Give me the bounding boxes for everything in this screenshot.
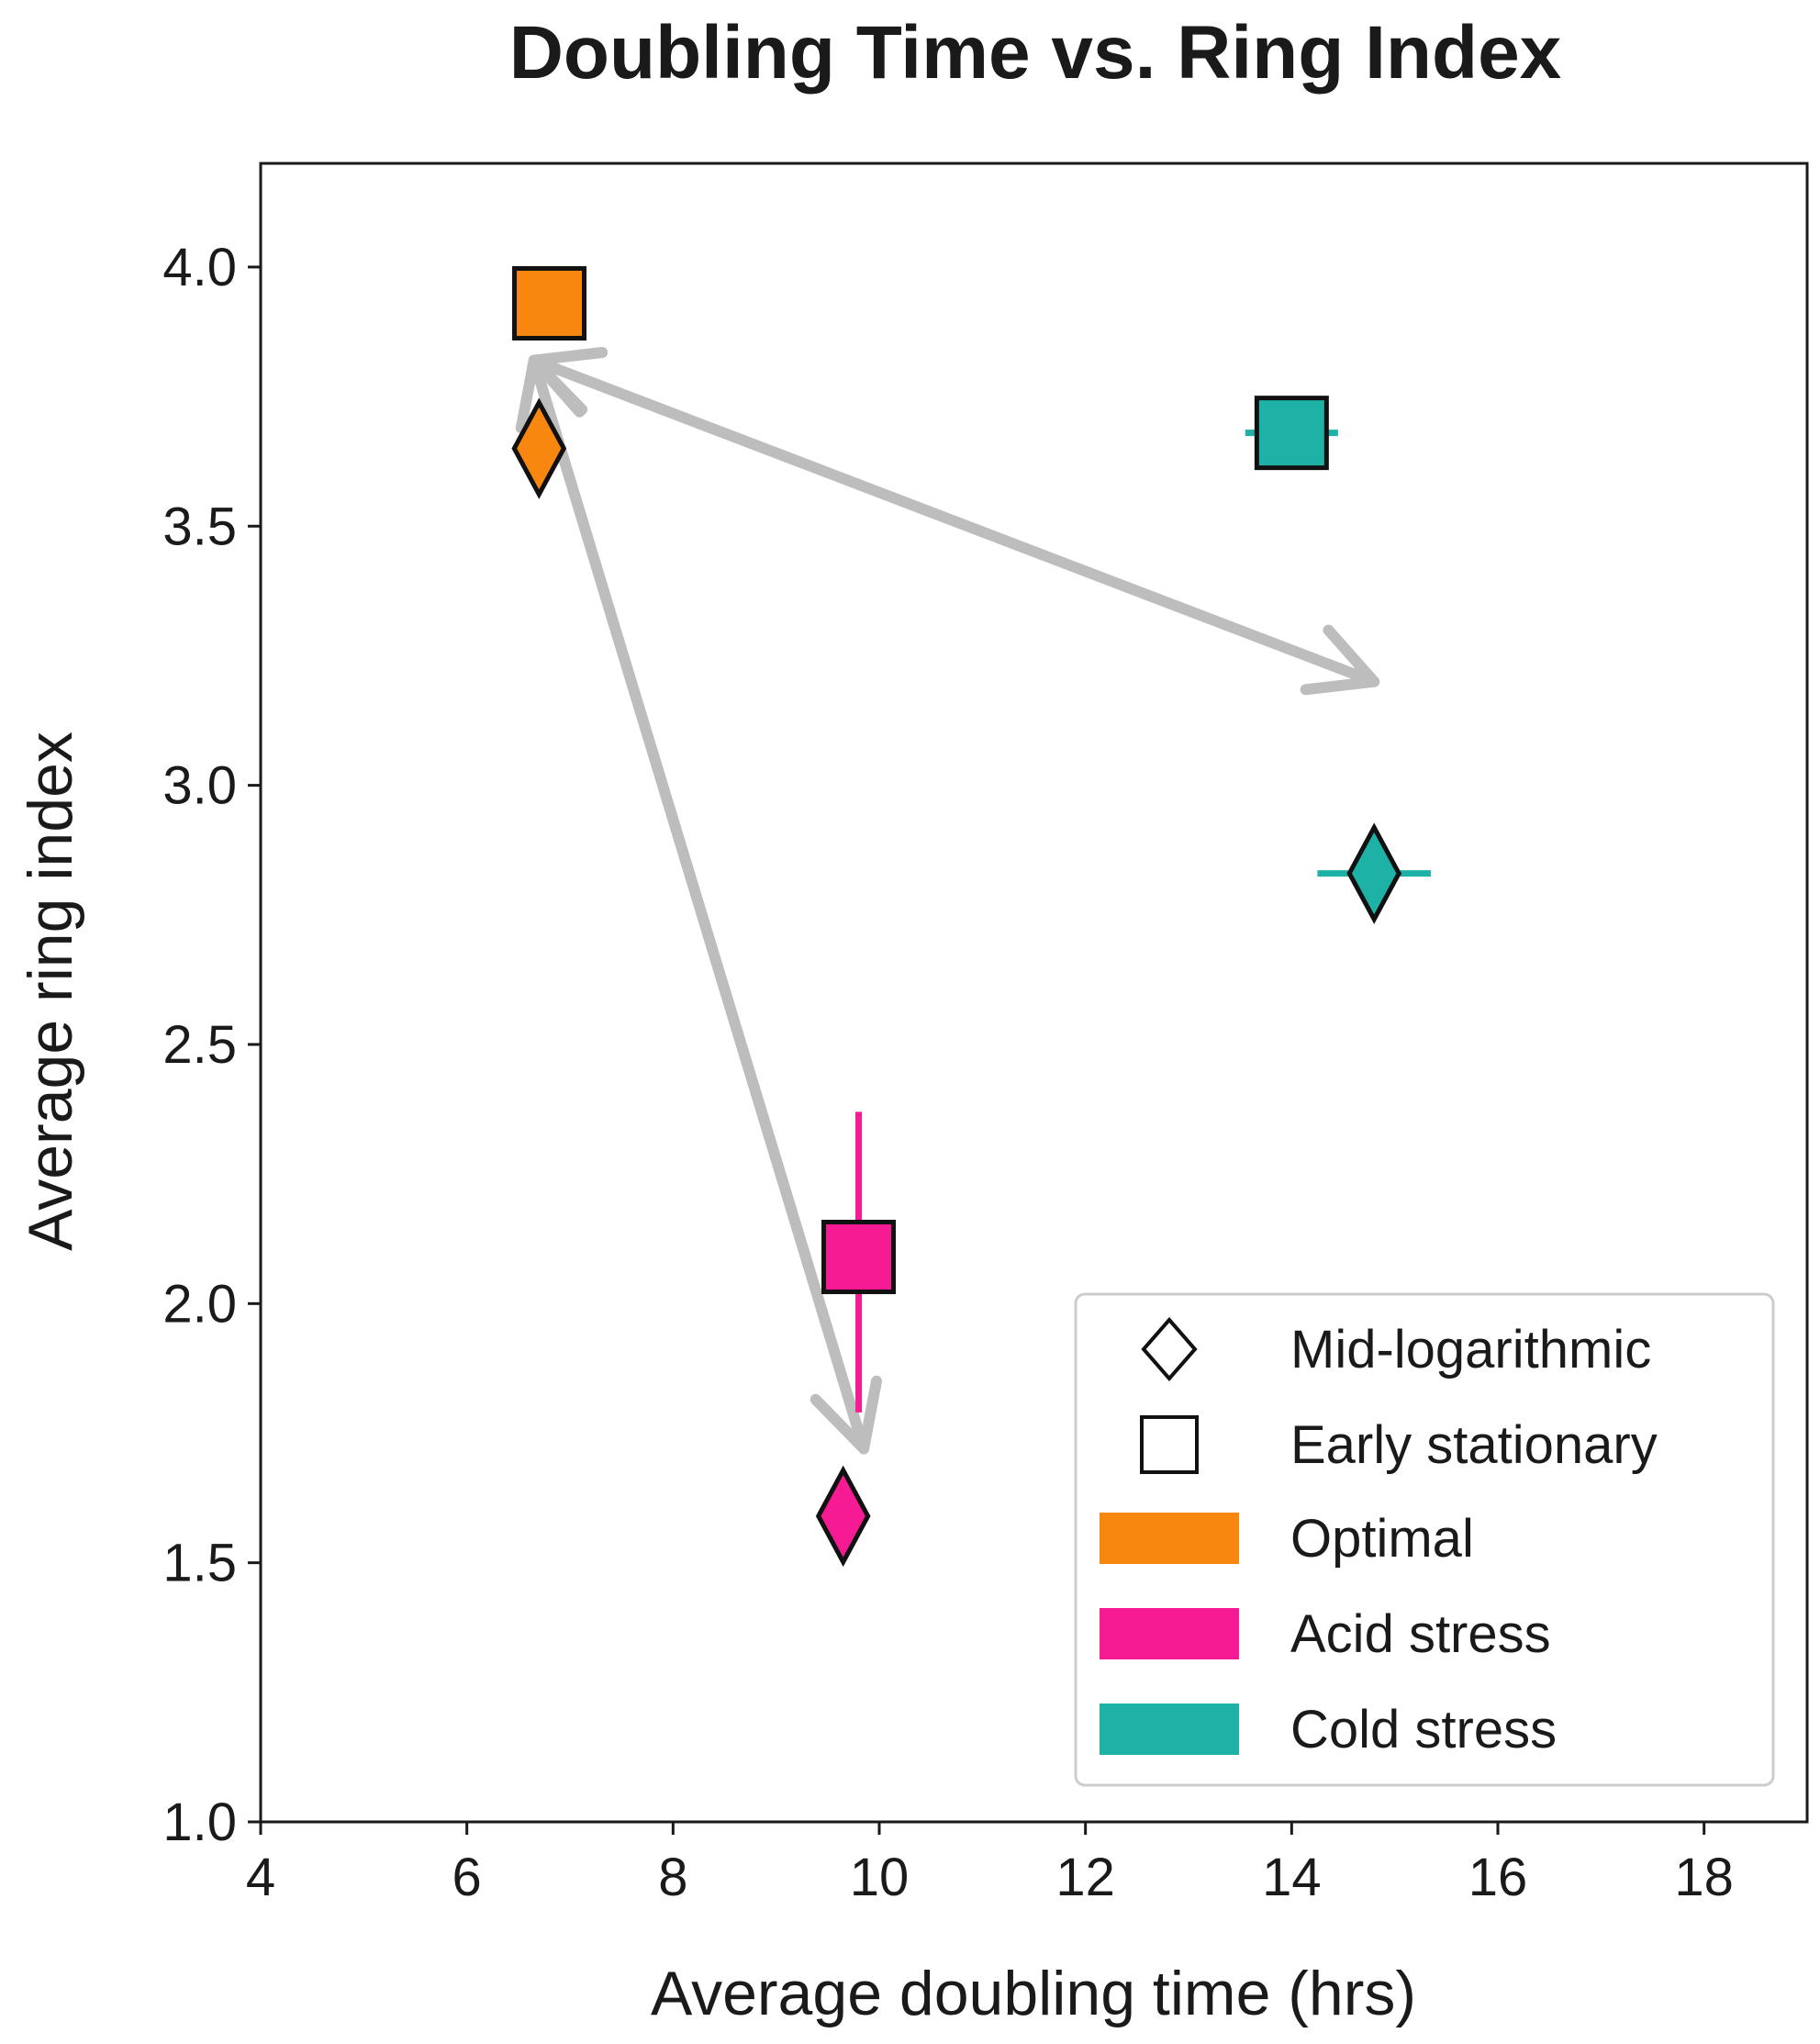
- legend-box: [1074, 1292, 1775, 1787]
- arrow-shaft: [528, 354, 870, 1455]
- legend-label-mid-log: Mid-logarithmic: [1290, 1320, 1651, 1379]
- y-axis-ticks: 1.0 1.5 2.0 2.5 3.0 3.5 4.0: [162, 238, 261, 1852]
- y-tick-label: 3.5: [162, 497, 237, 556]
- chart-title: Doubling Time vs. Ring Index: [509, 11, 1562, 95]
- acid-stress-early-stationary-point: [821, 1219, 897, 1294]
- legend-label-early-stat: Early stationary: [1290, 1415, 1658, 1475]
- legend: Mid-logarithmic Early stationary Optimal…: [1074, 1292, 1775, 1787]
- y-tick-label: 4.0: [162, 238, 237, 297]
- y-tick-label: 1.5: [162, 1534, 237, 1593]
- y-axis-label: Average ring index: [16, 732, 85, 1251]
- legend-label-acid: Acid stress: [1290, 1604, 1551, 1664]
- x-tick-label: 14: [1262, 1848, 1322, 1907]
- x-tick-label: 16: [1468, 1848, 1528, 1907]
- cold-stress-mid-log-point: [1346, 822, 1402, 924]
- y-tick-label: 3.0: [162, 756, 237, 816]
- cold-stress-early-stationary-point: [1254, 396, 1329, 471]
- legend-patch-optimal: [1100, 1513, 1239, 1564]
- x-tick-label: 18: [1674, 1848, 1734, 1907]
- trend-arrow: [515, 354, 882, 1455]
- legend-patch-cold: [1100, 1703, 1239, 1755]
- arrow-tail-head: [515, 354, 588, 434]
- x-axis-label: Average doubling time (hrs): [651, 1959, 1416, 2028]
- legend-diamond-marker: [1141, 1316, 1198, 1382]
- y-tick-label: 2.0: [162, 1274, 237, 1334]
- data-markers: [511, 265, 1402, 1568]
- x-tick-label: 6: [452, 1848, 482, 1907]
- x-tick-label: 8: [658, 1848, 687, 1907]
- y-tick-label: 1.0: [162, 1793, 237, 1852]
- optimal-mid-log-point: [511, 397, 567, 499]
- trend-arrows: [515, 346, 1380, 1455]
- x-tick-label: 12: [1055, 1848, 1115, 1907]
- legend-label-cold: Cold stress: [1290, 1700, 1557, 1759]
- legend-label-optimal: Optimal: [1290, 1509, 1474, 1569]
- acid-stress-mid-log-point: [815, 1465, 871, 1568]
- legend-square-marker: [1140, 1415, 1199, 1474]
- arrow-head: [1300, 624, 1380, 696]
- arrow-shaft: [528, 354, 1380, 687]
- legend-patch-acid: [1100, 1608, 1239, 1659]
- x-tick-label: 4: [246, 1848, 275, 1907]
- x-tick-label: 10: [850, 1848, 910, 1907]
- optimal-early-stationary-point: [512, 265, 587, 341]
- arrow-head: [810, 1375, 882, 1455]
- y-tick-label: 2.5: [162, 1015, 237, 1075]
- x-axis-ticks: 4 6 8 10 12 14 16 18: [246, 1822, 1734, 1907]
